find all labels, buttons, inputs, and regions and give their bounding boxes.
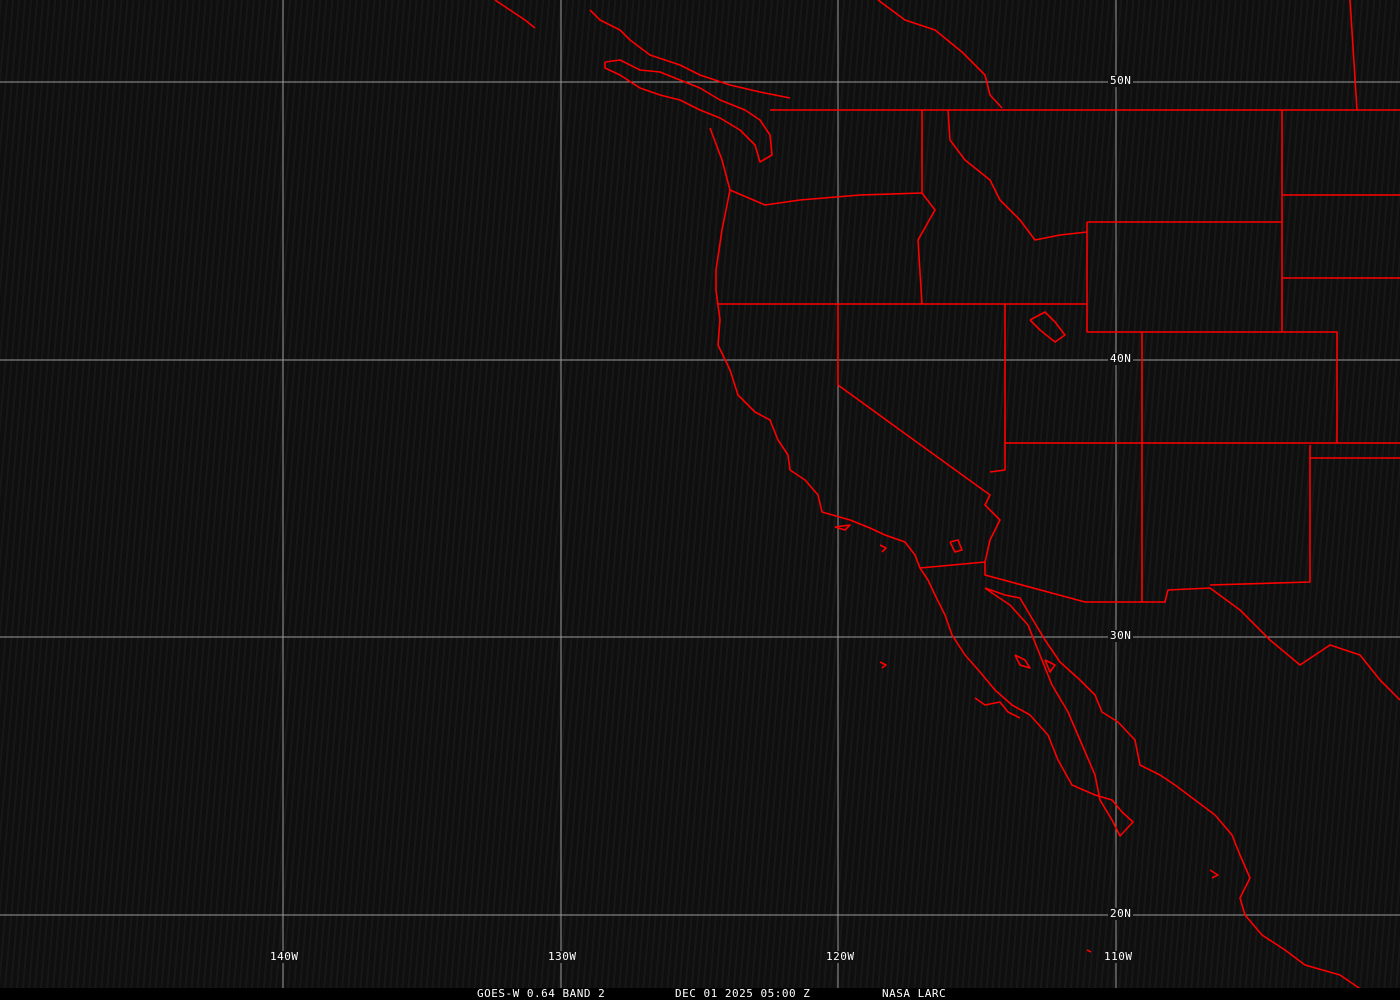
us-west-coastline: [709, 127, 1134, 837]
us-mexico-border: [919, 561, 1400, 701]
island: [1086, 949, 1092, 953]
bc-alberta-border: [877, 0, 1003, 109]
lat-label-30n: 30N: [1108, 629, 1134, 642]
great-salt-lake: [1029, 311, 1066, 343]
salton-sea: [949, 539, 963, 553]
lon-label-130w: 130W: [546, 950, 579, 963]
caption-datetime: DEC 01 2025 05:00 Z: [675, 987, 811, 1000]
saskatchewan-border: [1349, 0, 1358, 111]
wa-or-border: [729, 189, 923, 206]
ut-co-border: [1087, 331, 1338, 443]
nv-ut-border: [989, 304, 1006, 473]
wa-id-border: [917, 110, 936, 305]
lat-label-20n: 20N: [1108, 907, 1134, 920]
gulf-island: [1014, 654, 1031, 669]
boundaries: [494, 0, 1400, 991]
lat-label-50n: 50N: [1108, 74, 1134, 87]
caption-product: GOES-W 0.64 BAND 2: [477, 987, 606, 1000]
nm-tx-border: [1309, 445, 1400, 459]
island: [879, 544, 887, 553]
caption-source: NASA LARC: [882, 987, 947, 1000]
lon-label-110w: 110W: [1102, 950, 1135, 963]
island: [1209, 869, 1219, 879]
mexico-mainland-coast: [984, 587, 1363, 991]
bc-north-coast: [494, 0, 536, 29]
bc-coast: [589, 9, 791, 99]
nm-east-border: [1209, 458, 1311, 586]
baja-west-islands: [974, 697, 1021, 719]
vancouver-island-coast: [604, 59, 773, 163]
lon-label-120w: 120W: [824, 950, 857, 963]
island: [879, 661, 887, 669]
lon-label-140w: 140W: [268, 950, 301, 963]
channel-islands: [834, 524, 851, 531]
id-mt-border: [947, 109, 1088, 241]
ca-nv-border: [837, 304, 1001, 563]
lat-label-40n: 40N: [1108, 352, 1134, 365]
image-caption-bar: GOES-W 0.64 BAND 2 DEC 01 2025 05:00 Z N…: [0, 987, 1400, 1000]
gulf-island: [1044, 659, 1056, 673]
